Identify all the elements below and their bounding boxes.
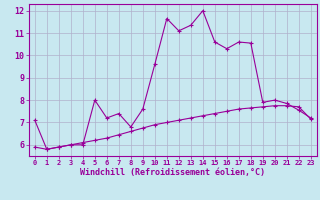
X-axis label: Windchill (Refroidissement éolien,°C): Windchill (Refroidissement éolien,°C) xyxy=(80,168,265,177)
